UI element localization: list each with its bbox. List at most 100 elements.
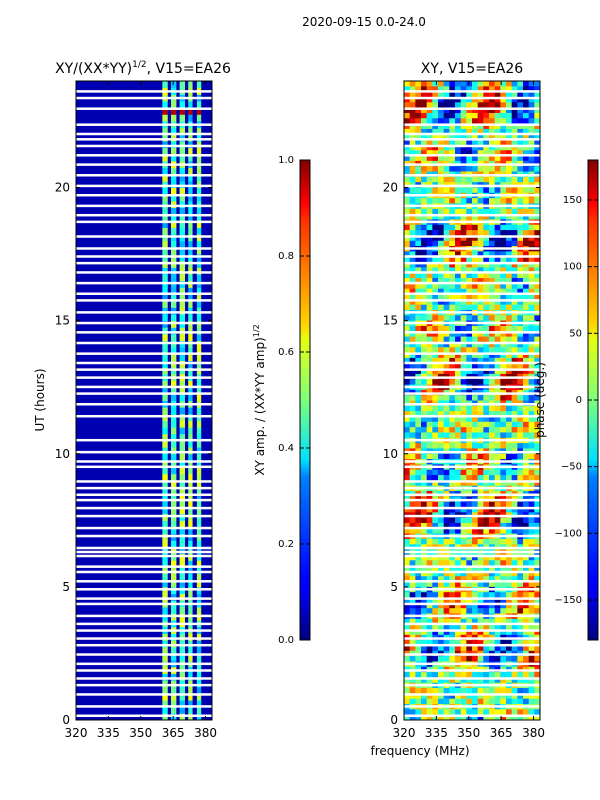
- phase-cell: [500, 469, 507, 476]
- amplitude-band-cell: [196, 393, 202, 401]
- phase-cell: [506, 139, 513, 146]
- phase-flagged-row: [404, 247, 540, 250]
- phase-cell: [523, 272, 530, 279]
- amplitude-band-cell: [179, 560, 186, 568]
- phase-cell: [466, 677, 473, 684]
- phase-cell: [500, 602, 507, 609]
- amplitude-band-cell: [162, 154, 168, 162]
- phase-cell: [460, 368, 467, 375]
- phase-cell: [472, 379, 479, 385]
- phase-cell: [472, 208, 479, 215]
- amplitude-band-cell: [162, 147, 168, 155]
- phase-cell: [455, 139, 462, 146]
- phase-cell: [443, 608, 450, 614]
- phase-cell: [466, 128, 473, 135]
- phase-cell: [517, 565, 524, 572]
- phase-cell: [415, 118, 422, 124]
- phase-cell: [432, 118, 439, 124]
- phase-cell: [494, 395, 501, 401]
- phase-cell: [421, 379, 428, 385]
- phase-cell: [500, 618, 507, 625]
- phase-cell: [500, 640, 507, 646]
- phase-cell: [500, 538, 507, 545]
- phase-cell: [426, 656, 433, 662]
- phase-cell: [426, 96, 433, 103]
- phase-cell: [523, 570, 530, 577]
- amplitude-colorbar-ticks: 0.00.20.40.60.81.0: [278, 155, 310, 646]
- phase-cell: [489, 677, 496, 684]
- phase-cell: [472, 357, 479, 364]
- amplitude-flagged-row: [76, 554, 212, 558]
- phase-cell: [494, 166, 501, 172]
- phase-cell: [421, 411, 428, 417]
- phase-cell: [511, 155, 518, 162]
- phase-cell: [517, 432, 524, 439]
- amplitude-flagged-row: [76, 622, 212, 626]
- phase-cell: [438, 522, 445, 529]
- phase-cell: [483, 352, 490, 359]
- phase-cell: [500, 480, 507, 487]
- amplitude-band-cell: [170, 274, 177, 282]
- amplitude-band-cell: [162, 673, 168, 681]
- phase-cell: [500, 96, 507, 103]
- phase-cell: [432, 443, 439, 449]
- phase-cell: [500, 475, 507, 481]
- phase-cell: [409, 283, 416, 290]
- amplitude-band-cell: [162, 114, 168, 122]
- phase-cell: [460, 102, 467, 109]
- amplitude-flagged-row: [76, 465, 212, 469]
- phase-cell: [511, 91, 518, 98]
- phase-cell: [528, 144, 535, 151]
- phase-cell: [506, 427, 513, 433]
- phase-cell: [438, 453, 445, 460]
- phase-cell: [438, 507, 445, 513]
- phase-cell: [449, 379, 456, 385]
- phase-cell: [517, 288, 524, 295]
- phase-cell: [466, 278, 473, 284]
- phase-cell: [477, 395, 484, 401]
- phase-colorbar-tick-label: −50: [561, 462, 582, 473]
- phase-cell: [409, 347, 416, 353]
- phase-cell: [421, 139, 428, 146]
- phase-cell: [483, 240, 490, 247]
- phase-cell: [483, 714, 490, 720]
- phase-cell: [500, 576, 507, 582]
- phase-cell: [506, 144, 513, 151]
- phase-cell: [506, 91, 513, 98]
- phase-cell: [517, 272, 524, 279]
- phase-cell: [415, 150, 422, 156]
- phase-cell: [472, 592, 479, 598]
- amplitude-band-cell: [188, 700, 193, 708]
- phase-cell: [432, 325, 439, 332]
- phase-cell: [506, 554, 513, 561]
- phase-cell: [477, 139, 484, 146]
- phase-cell: [523, 336, 530, 343]
- amplitude-flagged-row: [76, 683, 212, 687]
- phase-cell: [500, 214, 507, 220]
- phase-cell: [528, 176, 535, 183]
- phase-cell: [472, 507, 479, 513]
- phase-cell: [477, 96, 484, 103]
- phase-cell: [506, 96, 513, 103]
- phase-cell: [500, 102, 507, 109]
- phase-cell: [483, 198, 490, 204]
- phase-cell: [466, 288, 473, 295]
- phase-cell: [528, 299, 535, 306]
- phase-cell: [409, 416, 416, 423]
- amplitude-band-cell: [170, 487, 177, 495]
- phase-cell: [421, 112, 428, 119]
- phase-cell: [404, 677, 411, 684]
- phase-cell: [426, 538, 433, 545]
- phase-cell: [443, 469, 450, 476]
- amplitude-xtick-label: 365: [162, 726, 185, 740]
- phase-cell: [443, 453, 450, 460]
- amplitude-band-cell: [170, 580, 177, 588]
- amplitude-band-cell: [179, 140, 186, 149]
- phase-cell: [404, 469, 411, 476]
- phase-cell: [415, 139, 422, 146]
- amplitude-band-cell: [179, 100, 186, 109]
- phase-cell: [517, 629, 524, 636]
- phase-cell: [432, 139, 439, 146]
- phase-cell: [523, 198, 530, 204]
